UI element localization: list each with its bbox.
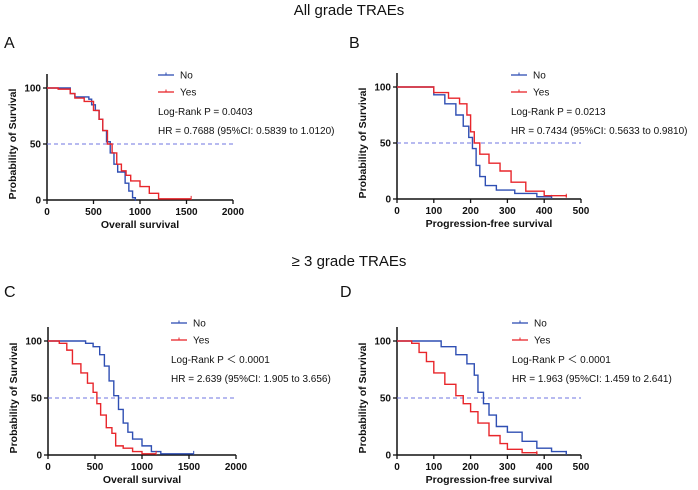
title-all-grade: All grade TRAEs	[294, 2, 405, 19]
x-axis-label: Overall survival	[103, 474, 181, 486]
x-tick-label: 500	[573, 206, 590, 217]
km-curve-yes	[48, 340, 157, 455]
y-axis-label: Probability of Survival	[8, 342, 20, 453]
x-axis-label: Progression-free survival	[426, 474, 553, 486]
panel-B: B0 100 200 300 400 500050100Progression-free …	[349, 35, 688, 230]
panel-letter: B	[349, 35, 360, 52]
y-tick-label: 50	[380, 394, 392, 405]
y-tick-label: 0	[35, 196, 41, 207]
y-tick-label: 100	[374, 337, 391, 348]
km-curve-no	[397, 340, 567, 454]
y-tick-label: 100	[25, 337, 42, 348]
km-curve-yes	[397, 86, 567, 197]
km-curve-yes	[397, 340, 538, 454]
x-tick-label: 200	[462, 206, 479, 217]
x-tick-label: 100	[425, 206, 442, 217]
y-axis-label: Probability of Survival	[7, 88, 19, 199]
hr-annotation: HR = 1.963 (95%CI: 1.459 to 2.641)	[512, 374, 672, 385]
y-tick-label: 100	[374, 83, 391, 94]
y-tick-label: 50	[30, 140, 42, 151]
x-tick-label: 0	[394, 206, 400, 217]
hr-annotation: HR = 2.639 (95%CI: 1.905 to 3.656)	[171, 374, 331, 385]
x-axis-label: Progression-free survival	[426, 218, 553, 230]
x-tick-label: 400	[536, 206, 553, 217]
panel-A: A 0 500 1000 1500 2000 0 50 100 Overall survival P…	[4, 35, 335, 231]
legend-label-no: No	[193, 319, 206, 330]
title-grade3: ≥ 3 grade TRAEs	[292, 253, 407, 270]
x-tick-label: 1000	[131, 462, 154, 473]
y-tick-label: 0	[385, 195, 391, 206]
x-axis-label: Overall survival	[101, 219, 179, 231]
x-tick-label: 500	[87, 462, 104, 473]
x-tick-label: 300	[499, 206, 516, 217]
legend-label-yes: Yes	[534, 336, 550, 347]
legend-label-yes: Yes	[180, 88, 196, 99]
x-tick-label: 100	[425, 462, 442, 473]
legend-label-yes: Yes	[533, 88, 549, 99]
logrank-annotation: Log-Rank P = 0.0213	[511, 107, 606, 118]
logrank-annotation: Log-Rank P ＜ 0.0001	[171, 355, 270, 366]
y-tick-label: 0	[36, 451, 42, 462]
x-tick-label: 400	[536, 462, 553, 473]
y-tick-label: 100	[24, 84, 41, 95]
x-tick-label: 0	[394, 462, 400, 473]
panel-letter: D	[340, 284, 352, 301]
logrank-annotation: Log-Rank P ＜ 0.0001	[512, 355, 611, 366]
x-tick-label: 0	[44, 207, 50, 218]
x-tick-label: 1000	[129, 207, 152, 218]
hr-annotation: HR = 0.7688 (95%CI: 0.5839 to 1.0120)	[158, 126, 335, 137]
panel-D: D0 100 200 300 400 500050100Progression-free …	[340, 284, 672, 486]
km-curve-no	[397, 86, 553, 198]
panel-letter: C	[4, 284, 16, 301]
x-tick-label: 2000	[222, 207, 245, 218]
legend-label-no: No	[534, 319, 547, 330]
y-tick-label: 0	[385, 451, 391, 462]
legend-label-no: No	[180, 71, 193, 82]
panel-letter: A	[4, 35, 15, 52]
x-tick-label: 1500	[178, 462, 201, 473]
panel-C: C 0 500 1000 1500 2000 0 50 100 Overall survival P…	[4, 284, 331, 486]
y-tick-label: 50	[31, 394, 43, 405]
y-tick-label: 50	[380, 139, 392, 150]
x-tick-label: 2000	[225, 462, 248, 473]
hr-annotation: HR = 0.7434 (95%CI: 0.5633 to 0.9810)	[511, 126, 688, 137]
y-axis-label: Probability of Survival	[357, 342, 369, 453]
legend-label-yes: Yes	[193, 336, 209, 347]
logrank-annotation: Log-Rank P = 0.0403	[158, 107, 253, 118]
x-tick-label: 500	[85, 207, 102, 218]
x-tick-label: 1500	[175, 207, 198, 218]
x-tick-label: 500	[573, 462, 590, 473]
x-tick-label: 200	[462, 462, 479, 473]
x-tick-label: 0	[45, 462, 51, 473]
y-axis-label: Probability of Survival	[357, 87, 369, 198]
x-tick-label: 300	[499, 462, 516, 473]
legend-label-no: No	[533, 71, 546, 82]
km-curve-no	[48, 340, 194, 455]
km-curve-yes	[47, 87, 192, 200]
